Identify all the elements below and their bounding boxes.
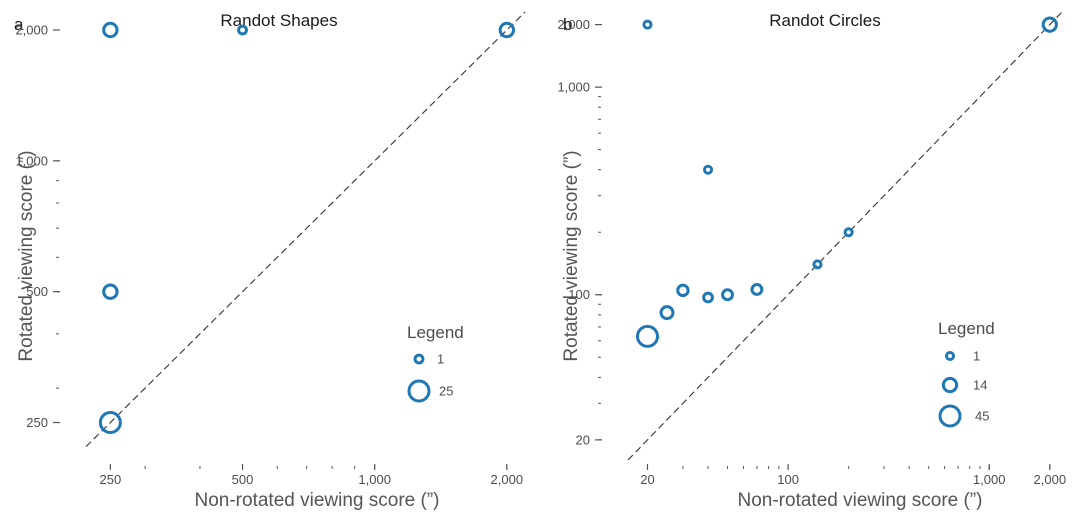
data-point <box>659 305 675 321</box>
legend-label: 1 <box>973 349 980 364</box>
identity-line <box>627 11 1063 461</box>
panel-a-ticks: 250 500 1,000 2,000 250 500 1,000 2,000 <box>15 22 523 487</box>
x-tick-label: 250 <box>100 472 122 487</box>
legend-marker <box>407 379 431 403</box>
panel-b-title: Randot Circles <box>769 11 881 30</box>
panel-b-legend-title: Legend <box>938 319 995 338</box>
panel-b-label: b <box>563 15 572 34</box>
data-point <box>676 283 690 298</box>
x-tick-label: 100 <box>777 472 799 487</box>
y-tick-label: 250 <box>26 415 48 430</box>
legend-marker <box>413 353 425 365</box>
y-tick-label: 500 <box>26 284 48 299</box>
x-tick-label: 20 <box>640 472 654 487</box>
panel-b-legend: Legend 1 14 45 <box>938 319 995 428</box>
y-tick-label: 1,000 <box>15 153 48 168</box>
panel-b-x-axis-title: Non-rotated viewing score (”) <box>738 490 983 511</box>
legend-marker <box>938 404 962 428</box>
panel-b-ticks: 20 100 1,000 2,000 20 100 1,000 2,000 <box>557 17 1066 487</box>
data-point <box>703 164 714 175</box>
data-point <box>102 21 119 39</box>
data-point <box>98 411 122 435</box>
y-tick-label: 100 <box>568 287 590 302</box>
data-point <box>721 288 734 302</box>
panel-a-legend: Legend 1 25 <box>407 323 464 403</box>
panel-b: b Randot Circles Non-rotated viewing sco… <box>557 11 1066 511</box>
y-tick-label: 20 <box>576 432 590 447</box>
data-point <box>702 291 714 304</box>
data-point <box>635 324 659 348</box>
y-tick-label: 1,000 <box>557 80 590 95</box>
y-tick-label: 2,000 <box>557 17 590 32</box>
panel-a-label: a <box>14 15 24 34</box>
legend-label: 14 <box>973 378 987 393</box>
identity-line <box>85 11 526 448</box>
y-tick-label: 2,000 <box>15 22 48 37</box>
panel-b-y-axis-title: Rotated viewing score (”) <box>561 150 582 361</box>
data-point <box>498 21 516 39</box>
panel-a: a Randot Shapes Non-rotated viewing scor… <box>14 11 526 511</box>
panel-b-marks <box>627 11 1063 461</box>
legend-marker <box>944 350 956 362</box>
data-point <box>237 24 248 36</box>
panel-a-marks <box>85 11 526 448</box>
legend-label: 25 <box>439 384 453 399</box>
x-tick-label: 2,000 <box>491 472 524 487</box>
panel-a-x-axis-title: Non-rotated viewing score (”) <box>195 490 440 511</box>
panel-a-y-axis-title: Rotated viewing score (”) <box>16 150 37 361</box>
panel-a-title: Randot Shapes <box>220 11 337 30</box>
legend-marker <box>941 376 959 394</box>
legend-label: 45 <box>975 409 989 424</box>
data-point <box>812 259 823 270</box>
data-point <box>642 19 653 30</box>
x-tick-label: 1,000 <box>973 472 1006 487</box>
x-tick-label: 500 <box>232 472 254 487</box>
data-point <box>102 283 119 300</box>
x-tick-label: 2,000 <box>1034 472 1067 487</box>
panel-a-legend-title: Legend <box>407 323 464 342</box>
x-tick-label: 1,000 <box>358 472 391 487</box>
data-point <box>1041 16 1058 33</box>
legend-label: 1 <box>437 352 444 367</box>
data-point <box>750 283 764 296</box>
data-point <box>843 227 854 238</box>
